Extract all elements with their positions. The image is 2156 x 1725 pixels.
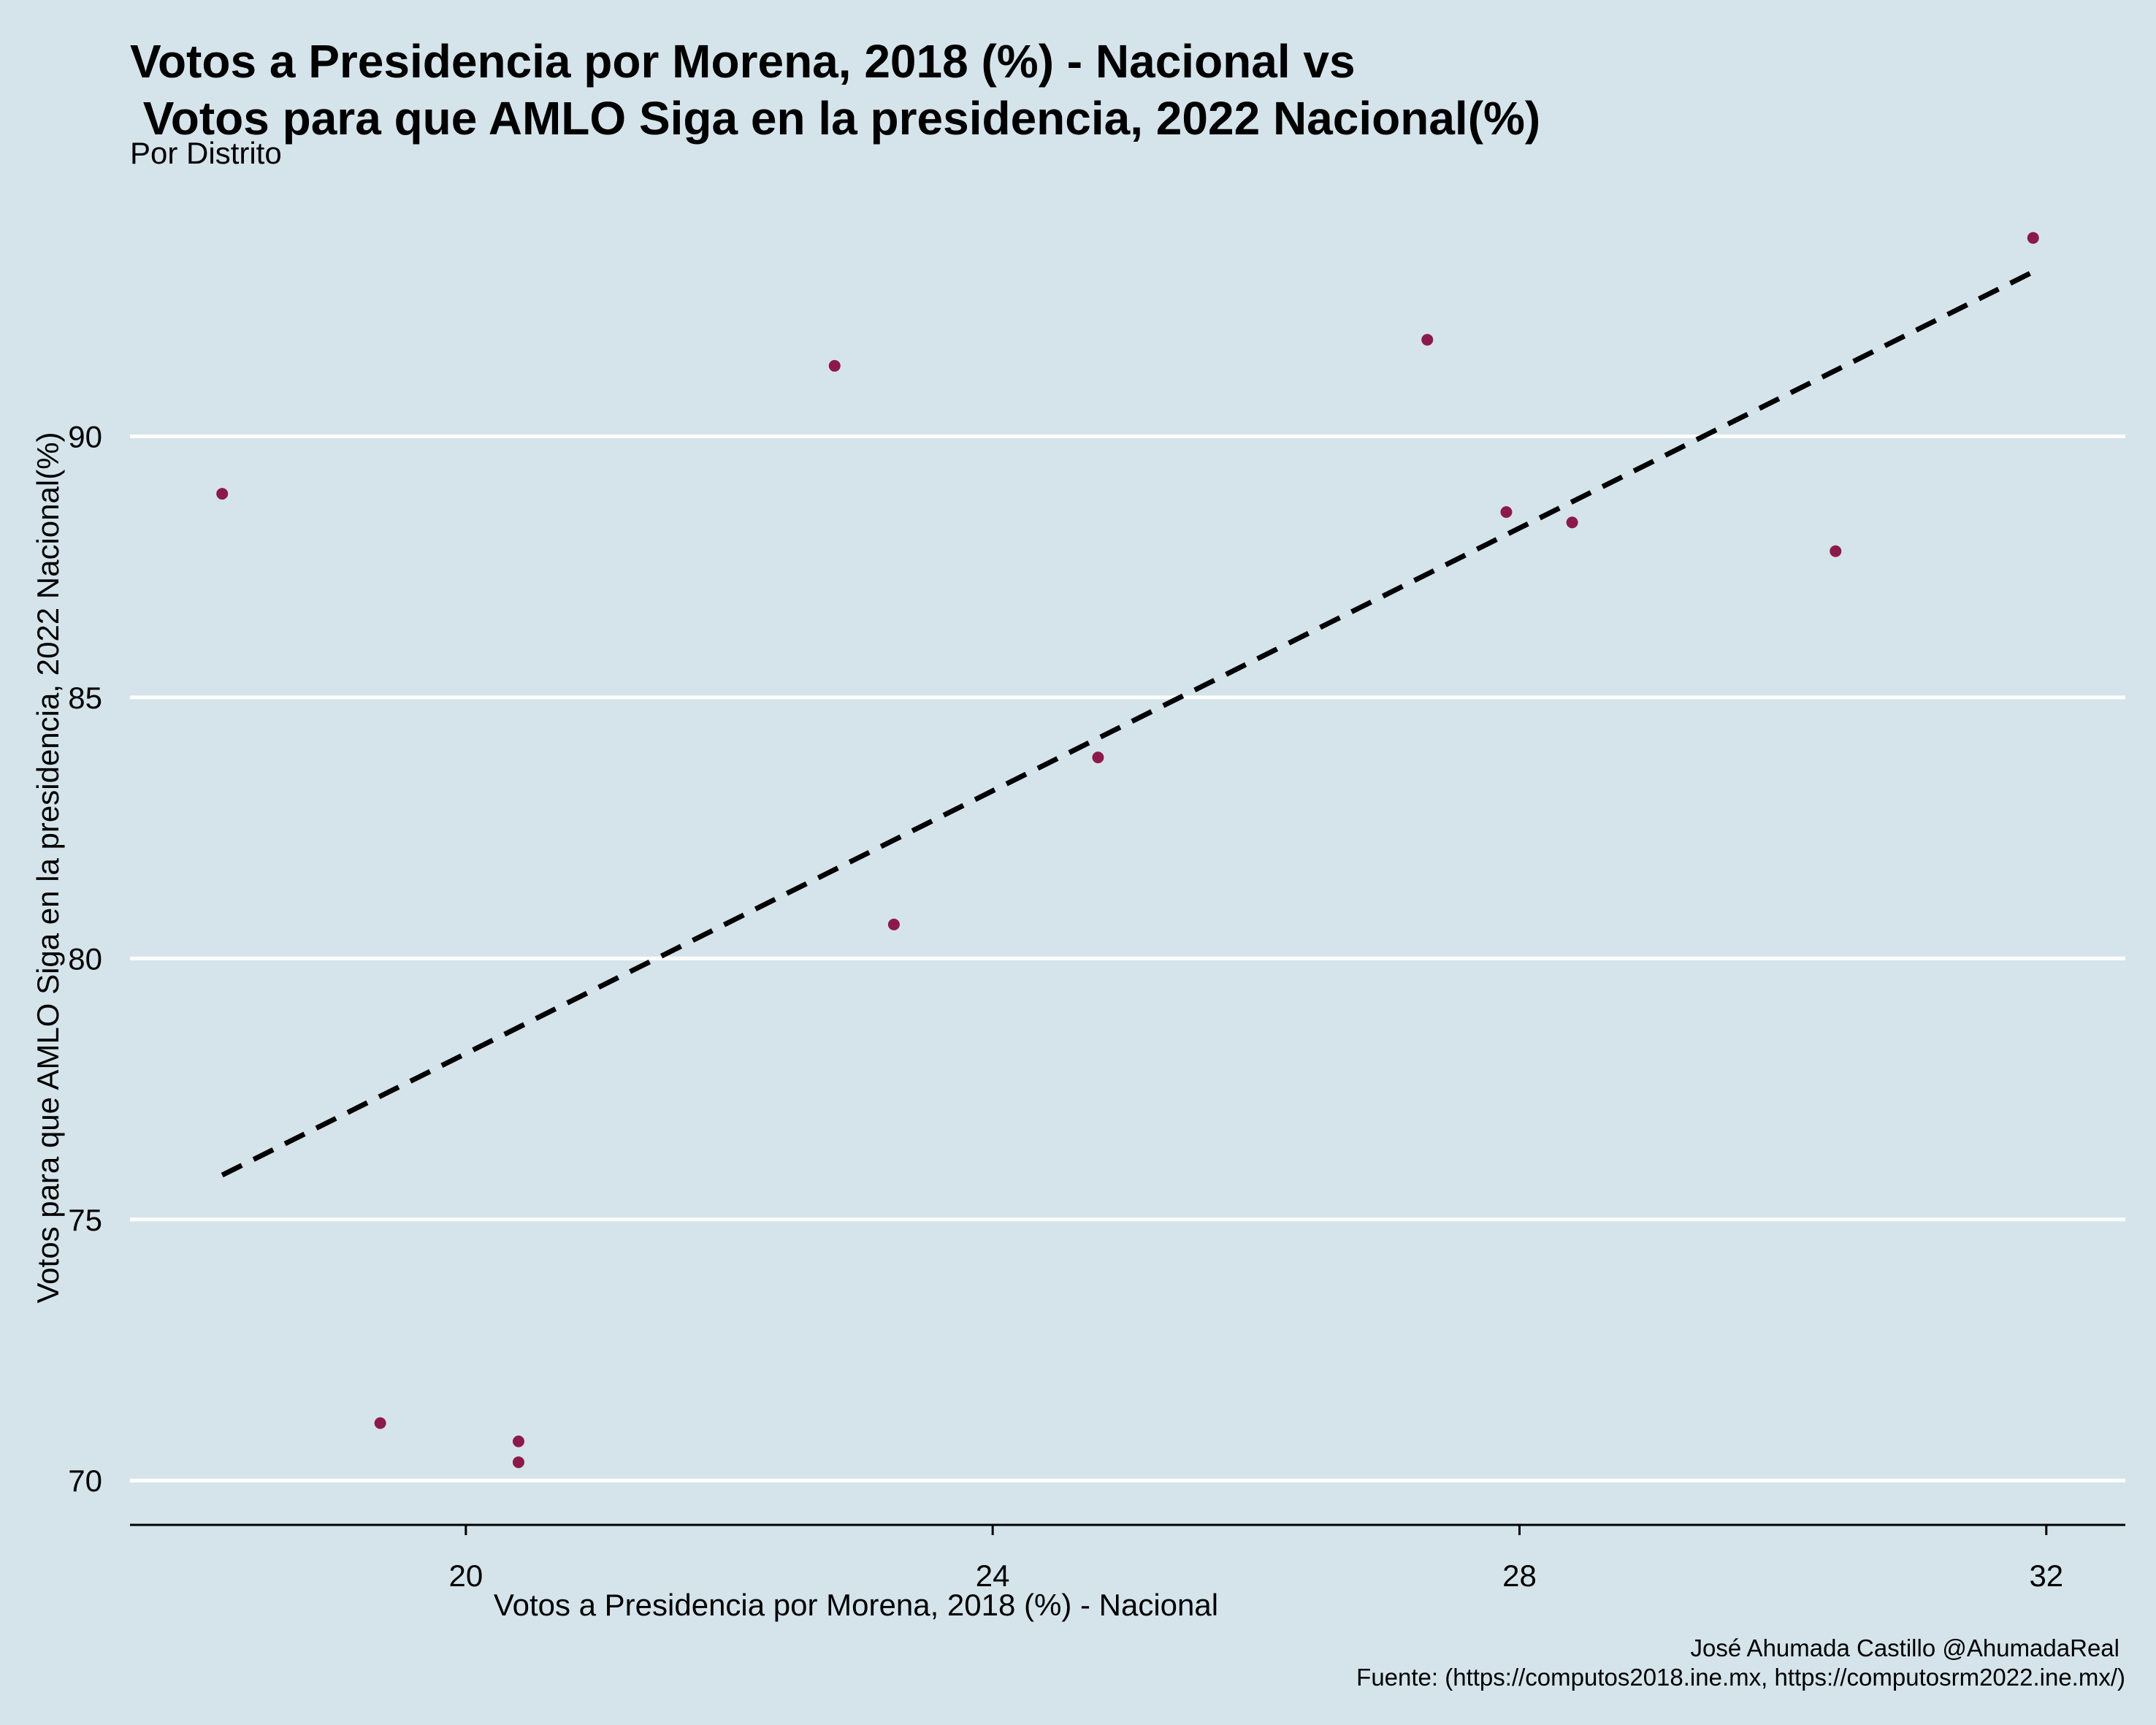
- y-tick-label-85: 85: [68, 681, 102, 715]
- data-point-2: [374, 1417, 386, 1429]
- data-point-1: [216, 488, 229, 500]
- trend-line: [221, 269, 2035, 1178]
- y-axis-ticks: 70 75 80 85 90: [68, 419, 102, 1498]
- trend-line-group: [221, 269, 2035, 1178]
- x-axis-title: Votos a Presidencia por Morena, 2018 (%)…: [494, 1588, 1218, 1622]
- data-point-8: [1421, 334, 1434, 346]
- caption-source: Fuente: (https://computos2018.ine.mx, ht…: [1356, 1664, 2125, 1691]
- x-tick-label-28: 28: [1502, 1558, 1537, 1593]
- data-point-4: [512, 1456, 524, 1469]
- data-points: [216, 232, 2039, 1469]
- y-tick-label-70: 70: [68, 1464, 102, 1498]
- chart-title-line-1: Votos a Presidencia por Morena, 2018 (%)…: [130, 35, 1356, 88]
- data-point-9: [1500, 506, 1513, 519]
- y-tick-label-80: 80: [68, 941, 102, 976]
- data-point-12: [2027, 232, 2039, 244]
- data-point-10: [1566, 516, 1578, 529]
- y-tick-label-90: 90: [68, 419, 102, 454]
- x-axis-ticks: 20 24 28 32: [448, 1525, 2063, 1593]
- x-tick-label-20: 20: [448, 1558, 483, 1593]
- x-tick-label-24: 24: [976, 1558, 1010, 1593]
- y-tick-label-75: 75: [68, 1203, 102, 1237]
- chart-title-line-2: Votos para que AMLO Siga en la presidenc…: [130, 92, 1540, 145]
- gridlines: [130, 434, 2125, 1483]
- data-point-5: [828, 359, 841, 372]
- x-tick-label-32: 32: [2029, 1558, 2063, 1593]
- y-axis-title: Votos para que AMLO Siga en la presidenc…: [31, 432, 65, 1303]
- data-point-6: [887, 918, 900, 930]
- data-point-11: [1830, 545, 1842, 557]
- chart-subtitle: Por Distrito: [130, 136, 282, 170]
- data-point-7: [1092, 751, 1104, 764]
- data-point-3: [512, 1435, 524, 1447]
- caption-author: José Ahumada Castillo @AhumadaReal: [1691, 1634, 2120, 1661]
